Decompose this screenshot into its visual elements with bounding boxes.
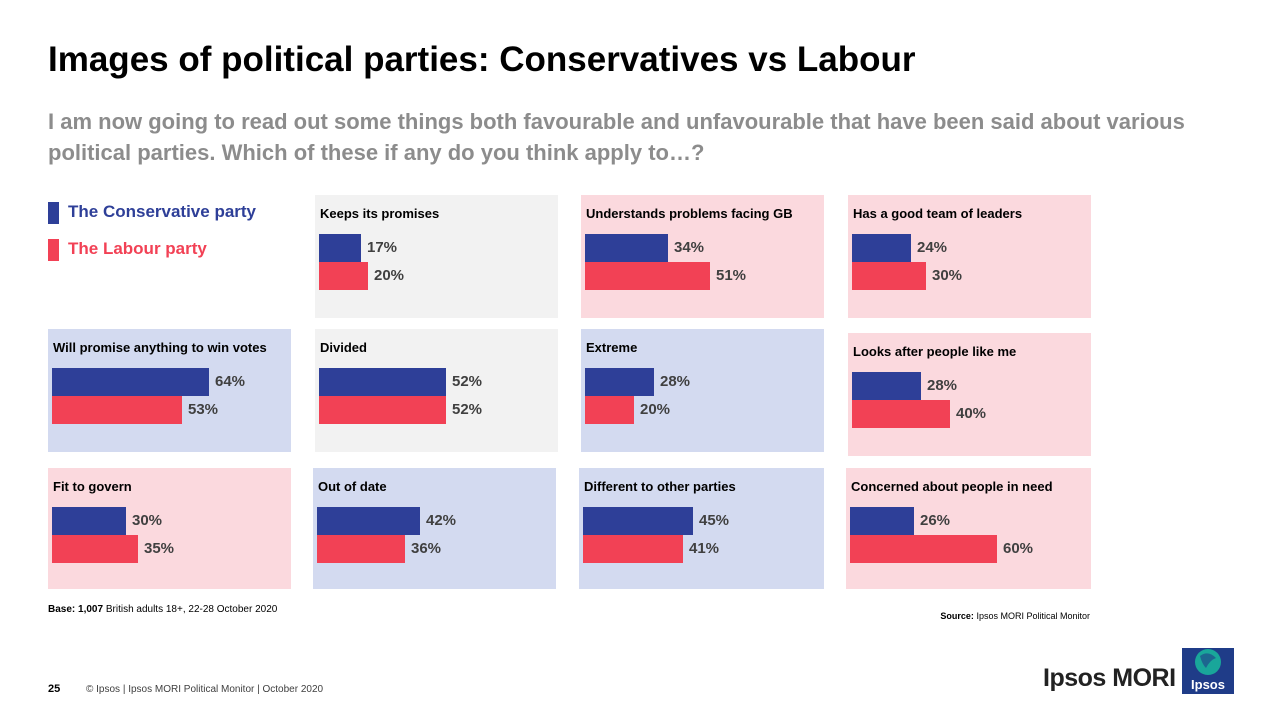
panel-title: Understands problems facing GB (586, 206, 793, 221)
bar-label-conservative: 30% (132, 512, 163, 529)
survey-question: I am now going to read out some things b… (48, 109, 1185, 165)
bar-labour (52, 396, 182, 424)
bar-label-conservative: 28% (927, 377, 958, 394)
panel-has-a-good-team-of-leaders: Has a good team of leaders 24% 30% (848, 195, 1091, 318)
base-text: British adults 18+, 22-28 October 2020 (105, 604, 278, 615)
base-note: Base: 1,007 British adults 18+, 22-28 Oc… (48, 604, 277, 615)
bar-labour (850, 535, 997, 563)
panel-looks-after-people-like-me: Looks after people like me 28% 40% (848, 333, 1091, 456)
bar-conservative (852, 234, 911, 262)
panel-title: Out of date (318, 479, 387, 494)
bar-labour (583, 535, 683, 563)
bar-labour (852, 262, 926, 290)
panel-title: Extreme (586, 340, 638, 355)
ipsos-mori-wordmark: Ipsos MORI (1043, 664, 1176, 692)
panel-different-to-other-parties: Different to other parties 45% 41% (579, 468, 824, 589)
page-number: 25 (48, 683, 61, 695)
bar-labour (852, 400, 950, 428)
bar-label-labour: 52% (452, 401, 483, 418)
base-count: 1,007 (78, 604, 104, 615)
legend-label-labour: The Labour party (68, 239, 207, 258)
ipsos-logo-text: Ipsos (1191, 677, 1225, 692)
bar-labour (317, 535, 405, 563)
panel-title: Keeps its promises (320, 206, 440, 221)
footer-text: © Ipsos | Ipsos MORI Political Monitor |… (86, 684, 324, 695)
bar-label-labour: 20% (374, 267, 405, 284)
panel-title: Concerned about people in need (851, 479, 1053, 494)
bar-label-conservative: 52% (452, 373, 483, 390)
bar-label-labour: 41% (689, 540, 720, 557)
bar-label-labour: 35% (144, 540, 175, 557)
bar-label-conservative: 45% (699, 512, 730, 529)
base-label: Base: (48, 604, 76, 615)
bar-label-labour: 53% (188, 401, 219, 418)
page-title: Images of political parties: Conservativ… (48, 40, 916, 79)
bar-conservative (52, 368, 209, 396)
bar-labour (52, 535, 138, 563)
bar-conservative (583, 507, 693, 535)
bar-label-conservative: 64% (215, 373, 246, 390)
source-text: Ipsos MORI Political Monitor (976, 611, 1090, 621)
bar-label-labour: 60% (1003, 540, 1034, 557)
bar-conservative (850, 507, 914, 535)
panel-title: Different to other parties (584, 479, 736, 494)
bar-label-labour: 40% (956, 405, 987, 422)
panel-title: Looks after people like me (853, 344, 1017, 359)
source-label: Source: (940, 611, 974, 621)
bar-label-conservative: 34% (674, 239, 705, 256)
panel-concerned-about-people-in-need: Concerned about people in need 26% 60% (846, 468, 1091, 589)
bar-conservative (585, 234, 668, 262)
bar-label-conservative: 17% (367, 239, 398, 256)
bar-label-labour: 51% (716, 267, 747, 284)
panel-extreme: Extreme 28% 20% (581, 329, 824, 452)
panel-divided: Divided 52% 52% (315, 329, 558, 452)
source-note: Source: Ipsos MORI Political Monitor (940, 611, 1090, 621)
bar-labour (319, 396, 446, 424)
bar-label-conservative: 42% (426, 512, 457, 529)
bar-label-conservative: 24% (917, 239, 948, 256)
legend-swatch-conservative (48, 202, 59, 224)
bar-labour (585, 262, 710, 290)
bar-conservative (585, 368, 654, 396)
bar-label-labour: 36% (411, 540, 442, 557)
bar-labour (585, 396, 634, 424)
bar-conservative (852, 372, 921, 400)
bar-label-labour: 30% (932, 267, 963, 284)
panel-title: Will promise anything to win votes (53, 340, 267, 355)
bar-label-conservative: 26% (920, 512, 951, 529)
bar-conservative (319, 234, 361, 262)
panel-understands-problems-facing-gb: Understands problems facing GB 34% 51% (581, 195, 824, 318)
legend-swatch-labour (48, 239, 59, 261)
panel-will-promise-anything-to-win-votes: Will promise anything to win votes 64% 53% (48, 329, 291, 452)
panel-out-of-date: Out of date 42% 36% (313, 468, 556, 589)
bar-conservative (319, 368, 446, 396)
bar-conservative (52, 507, 126, 535)
ipsos-logo: Ipsos (1182, 648, 1234, 694)
bar-label-labour: 20% (640, 401, 671, 418)
legend-label-conservative: The Conservative party (68, 202, 257, 221)
panel-title: Fit to govern (53, 479, 132, 494)
bar-labour (319, 262, 368, 290)
panel-title: Divided (320, 340, 367, 355)
panel-title: Has a good team of leaders (853, 206, 1023, 221)
panel-fit-to-govern: Fit to govern 30% 35% (48, 468, 291, 589)
panel-keeps-its-promises: Keeps its promises 17% 20% (315, 195, 558, 318)
bar-label-conservative: 28% (660, 373, 691, 390)
bar-conservative (317, 507, 420, 535)
